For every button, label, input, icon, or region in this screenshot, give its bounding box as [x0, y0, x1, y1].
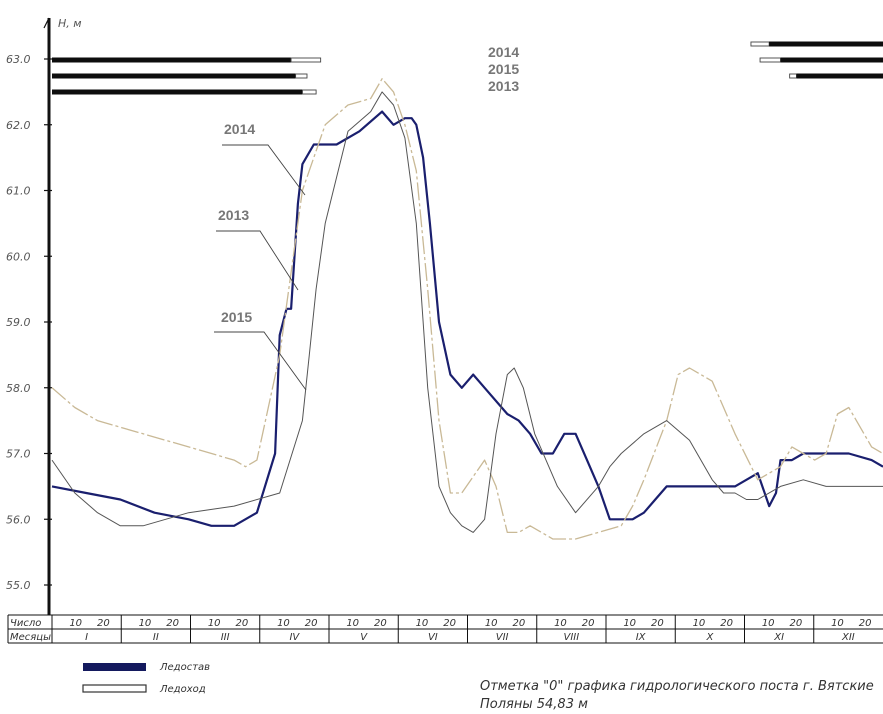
- ice-bar-year-label: 2015: [488, 61, 519, 77]
- drift-bar: [759, 57, 781, 63]
- table-day-label: 20: [651, 618, 664, 629]
- note-line-2: Поляны 54,83 м: [480, 697, 588, 712]
- table-day-label: 20: [166, 618, 179, 629]
- series-line-2015: [51, 91, 883, 533]
- table-day-label: 10: [623, 618, 636, 629]
- y-axis-arrow: [43, 17, 50, 29]
- table-month-label: XII: [841, 632, 855, 643]
- table-day-label: 20: [443, 618, 456, 629]
- table-day-label: 10: [485, 618, 498, 629]
- legend-label-drift: Ледоход: [159, 684, 206, 695]
- table-day-label: 20: [374, 618, 387, 629]
- y-tick-label: 60.0: [6, 250, 31, 263]
- y-tick-label: 57.0: [6, 448, 31, 461]
- freeze-bar: [52, 89, 303, 95]
- series-label-2013: 2013: [218, 207, 249, 223]
- ice-bar-year-label: 2013: [488, 78, 519, 94]
- table-day-label: 20: [97, 618, 110, 629]
- table-day-label: 10: [693, 618, 706, 629]
- drift-bar: [750, 41, 770, 47]
- table-month-label: IV: [289, 632, 300, 643]
- table-month-label: V: [360, 632, 368, 643]
- series-line-2014: [51, 110, 883, 527]
- y-tick-label: 56.0: [6, 513, 31, 526]
- series-leader-line: [222, 144, 306, 196]
- legend-swatch-drift: [82, 684, 147, 693]
- table-month-label: I: [85, 632, 88, 643]
- series-label-2014: 2014: [224, 121, 255, 137]
- series-line-2013: [51, 78, 883, 540]
- table-day-label: 20: [859, 618, 872, 629]
- freeze-bar: [52, 73, 296, 79]
- table-day-label: 10: [346, 618, 359, 629]
- table-day-label: 20: [513, 618, 526, 629]
- table-day-label: 10: [208, 618, 221, 629]
- table-day-label: 20: [236, 618, 249, 629]
- freeze-bar: [780, 57, 883, 63]
- table-day-label: 20: [720, 618, 733, 629]
- table-day-label: 20: [790, 618, 803, 629]
- table-day-label: 10: [69, 618, 82, 629]
- freeze-bar: [769, 41, 883, 47]
- table-month-label: II: [153, 632, 159, 643]
- series-label-2015: 2015: [221, 309, 252, 325]
- table-day-label: 10: [277, 618, 290, 629]
- table-month-label: IX: [636, 632, 647, 643]
- table-day-label: 10: [139, 618, 152, 629]
- drift-bar: [290, 57, 322, 63]
- table-row-label-month: Месяцы: [10, 632, 51, 643]
- table-month-label: X: [705, 632, 714, 643]
- table-row-label-day: Число: [10, 618, 41, 629]
- legend: Ледостав Ледоход: [82, 662, 210, 695]
- table-month-label: XI: [773, 632, 784, 643]
- y-tick-label: 63.0: [6, 53, 31, 66]
- y-tick-label: 55.0: [6, 579, 31, 592]
- table-day-label: 20: [582, 618, 595, 629]
- y-axis-label: Н, м: [58, 17, 82, 30]
- series-labels: 2014 2013 2015: [214, 121, 307, 391]
- ice-bar-year-label: 2014: [488, 44, 519, 60]
- freeze-bar: [796, 73, 883, 79]
- legend-swatch-freeze: [83, 663, 146, 671]
- table-day-label: 20: [305, 618, 318, 629]
- note-line-1: Отметка "0" графика гидрологического пос…: [480, 679, 874, 694]
- drift-bar: [295, 73, 308, 79]
- y-tick-label: 59.0: [6, 316, 31, 329]
- y-axis: Н, м 55.0 56.0 57.0 58.0 59.0 60.0 61.0 62.0 63.…: [6, 17, 82, 615]
- table-day-label: 10: [831, 618, 844, 629]
- drift-bar: [301, 89, 317, 95]
- table-month-label: VIII: [564, 632, 580, 643]
- drift-bar: [789, 73, 797, 79]
- legend-label-freeze: Ледостав: [159, 662, 210, 673]
- table-day-label: 10: [762, 618, 775, 629]
- gauge-note: Отметка "0" графика гидрологического пос…: [480, 679, 874, 712]
- table-month-label: VII: [496, 632, 509, 643]
- y-tick-label: 62.0: [6, 119, 31, 132]
- table-month-label: III: [221, 632, 230, 643]
- table-day-label: 10: [554, 618, 567, 629]
- freeze-bar: [52, 57, 292, 63]
- y-tick-label: 61.0: [6, 185, 31, 198]
- table-month-label: VI: [428, 632, 438, 643]
- y-tick-label: 58.0: [6, 382, 31, 395]
- series-leader-line: [216, 230, 299, 291]
- series-leader-line: [214, 331, 307, 391]
- table-day-label: 10: [416, 618, 429, 629]
- series-lines: [51, 78, 883, 540]
